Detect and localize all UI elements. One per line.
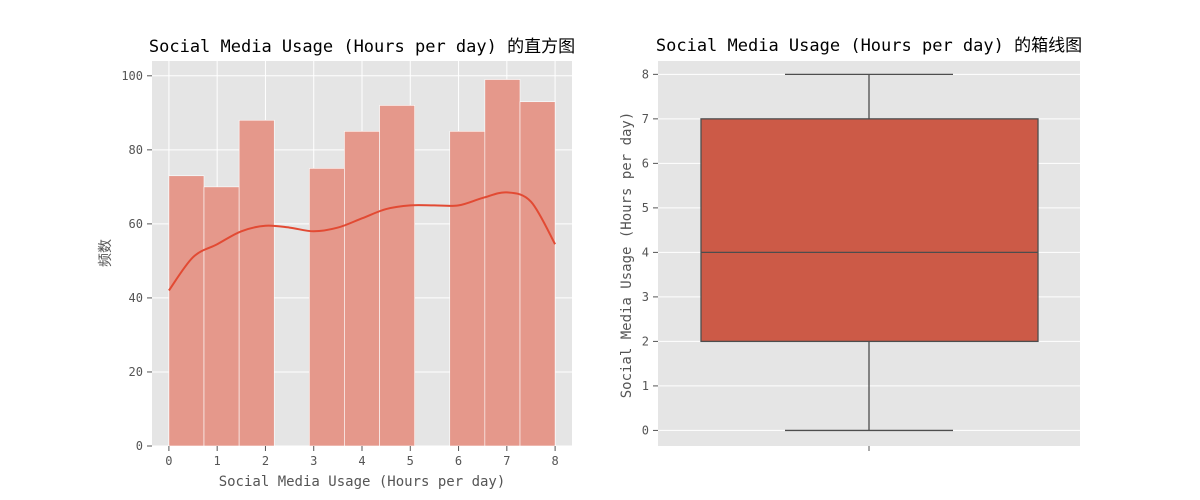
histogram-bar	[379, 105, 415, 447]
boxplot-y-tick-label: 3	[642, 290, 649, 304]
histogram-bar	[203, 186, 240, 447]
histogram-x-tick-label: 8	[551, 454, 558, 468]
histogram-y-ticks: 0 20 40 60 80 100	[121, 69, 152, 453]
histogram-x-axis-label: Social Media Usage (Hours per day)	[219, 474, 506, 490]
histogram-y-tick-label: 40	[129, 291, 143, 305]
histogram-title: Social Media Usage (Hours per day) 的直方图	[149, 37, 575, 57]
histogram-bar	[519, 101, 556, 447]
histogram-x-ticks: 0 1 2 3 4 5 6 7 8	[165, 446, 559, 468]
histogram-x-tick-label: 4	[358, 454, 365, 468]
histogram-bar	[309, 168, 345, 447]
boxplot-title: Social Media Usage (Hours per day) 的箱线图	[656, 36, 1082, 56]
histogram-y-tick-label: 0	[136, 439, 143, 453]
histogram-y-tick-label: 100	[121, 69, 143, 83]
boxplot-y-axis-label: Social Media Usage (Hours per day)	[619, 112, 635, 399]
boxplot-y-tick-label: 1	[642, 379, 649, 393]
histogram-x-tick-label: 7	[503, 454, 510, 468]
boxplot-panel: 0 1 2 3 4 5 6 7 8 Social Media Usage (Hours per …	[619, 36, 1082, 451]
histogram-bar	[484, 79, 521, 447]
histogram-x-tick-label: 5	[407, 454, 414, 468]
boxplot-y-tick-label: 4	[642, 245, 649, 259]
boxplot-y-ticks: 0 1 2 3 4 5 6 7 8	[642, 67, 658, 437]
histogram-y-axis-label: 频数	[98, 239, 114, 267]
histogram-bar	[344, 131, 380, 447]
histogram-x-tick-label: 6	[455, 454, 462, 468]
kde-curve	[168, 191, 556, 292]
histogram-bar	[449, 131, 486, 447]
interquartile-box	[700, 118, 1039, 343]
histogram-y-tick-label: 20	[129, 365, 143, 379]
histogram-bar	[168, 175, 205, 447]
histogram-panel: 0 1 2 3 4 5 6 7 8 0 20 40 60 80 100 Social Media Usag…	[98, 37, 575, 490]
boxplot-y-tick-label: 5	[642, 201, 649, 215]
boxplot-body	[700, 73, 1039, 432]
histogram-y-tick-label: 80	[129, 143, 143, 157]
histogram-x-tick-label: 2	[262, 454, 269, 468]
histogram-bar	[238, 119, 275, 447]
boxplot-y-tick-label: 2	[642, 334, 649, 348]
histogram-bars	[168, 79, 556, 447]
histogram-y-tick-label: 60	[129, 217, 143, 231]
boxplot-y-tick-label: 6	[642, 156, 649, 170]
boxplot-y-tick-label: 0	[642, 423, 649, 437]
histogram-x-tick-label: 1	[214, 454, 221, 468]
boxplot-y-tick-label: 8	[642, 67, 649, 81]
boxplot-y-tick-label: 7	[642, 112, 649, 126]
histogram-x-tick-label: 0	[165, 454, 172, 468]
histogram-x-tick-label: 3	[310, 454, 317, 468]
